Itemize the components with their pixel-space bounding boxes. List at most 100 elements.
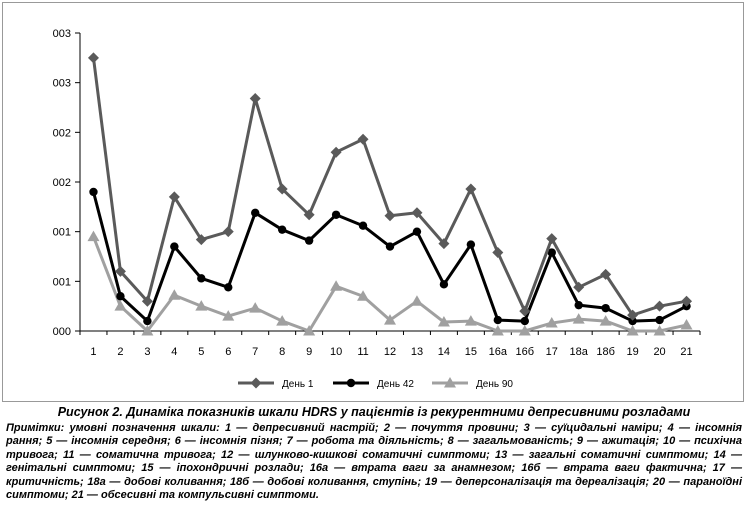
caption-notes: Примітки: умовні позначення шкали: 1 — д…: [6, 422, 742, 502]
data-point-2: [331, 210, 341, 219]
data-point-2: [358, 221, 368, 230]
data-point-2: [197, 274, 206, 283]
data-point-2: [601, 303, 610, 313]
x-tick-label: 4: [171, 346, 177, 358]
data-point-3: [87, 230, 100, 242]
data-point-3: [114, 300, 127, 311]
data-point-3: [626, 325, 639, 336]
data-point-3: [195, 300, 208, 311]
data-point-2: [520, 316, 529, 326]
data-point-1: [573, 281, 585, 293]
chart-frame: [2, 2, 744, 402]
data-point-3: [653, 325, 666, 336]
data-point-2: [628, 316, 637, 326]
data-point-3: [222, 310, 235, 321]
legend-label: День 42: [377, 379, 414, 390]
x-tick-label: 15: [465, 346, 477, 358]
data-point-3: [491, 325, 504, 336]
data-point-1: [519, 305, 531, 317]
data-point-3: [464, 315, 477, 326]
data-point-1: [249, 93, 261, 105]
data-point-1: [330, 146, 342, 158]
y-tick-label: 002: [53, 127, 71, 139]
data-point-2: [143, 316, 152, 326]
data-point-1: [384, 210, 396, 222]
y-tick-label: 003: [53, 28, 71, 40]
data-point-1: [546, 233, 558, 245]
x-tick-label: 1: [90, 346, 96, 358]
x-tick-label: 5: [198, 346, 204, 358]
data-point-2: [304, 236, 314, 245]
caption-title: Рисунок 2. Динаміка показників шкали HDR…: [57, 405, 691, 419]
data-point-3: [599, 315, 612, 326]
data-point-1: [357, 133, 369, 145]
x-tick-label: 17: [546, 346, 558, 358]
data-point-2: [655, 315, 664, 325]
x-tick-label: 14: [438, 346, 450, 358]
data-point-1: [303, 209, 315, 221]
data-point-2: [385, 242, 395, 251]
x-tick-label: 12: [384, 346, 396, 358]
x-tick-label: 19: [626, 346, 638, 358]
series-line-1: [91, 57, 687, 317]
data-point-2: [574, 300, 583, 310]
y-tick-label: 001: [53, 276, 71, 288]
data-point-2: [439, 280, 449, 289]
data-point-3: [680, 319, 693, 330]
data-point-3: [330, 280, 343, 291]
data-point-1: [168, 191, 180, 203]
x-tick-label: 20: [653, 346, 665, 358]
data-point-1: [654, 300, 666, 312]
x-tick-label: 3: [144, 346, 150, 358]
data-point-2: [224, 283, 233, 292]
data-point-1: [411, 207, 423, 219]
data-point-3: [384, 314, 396, 325]
data-point-1: [600, 268, 612, 280]
x-tick-label: 10: [330, 346, 342, 358]
y-tick-label: 001: [53, 227, 71, 239]
x-tick-label: 7: [252, 346, 258, 358]
data-point-3: [168, 289, 181, 300]
data-point-1: [222, 226, 234, 238]
data-point-3: [545, 317, 558, 328]
data-point-2: [412, 227, 422, 236]
y-tick-label: 002: [53, 177, 71, 189]
x-tick-label: 18б: [596, 346, 615, 358]
data-point-2: [466, 240, 476, 249]
legend-marker: [346, 378, 356, 388]
x-tick-label: 9: [306, 346, 312, 358]
y-tick-label: 003: [53, 78, 71, 90]
data-point-1: [87, 52, 99, 64]
figure-caption: Рисунок 2. Динаміка показників шкали HDR…: [6, 405, 742, 502]
x-tick-label: 16а: [489, 346, 508, 358]
data-point-1: [627, 309, 639, 321]
data-point-2: [547, 248, 556, 257]
data-point-3: [357, 290, 370, 301]
legend-label: День 1: [282, 379, 314, 390]
data-point-2: [89, 187, 98, 197]
data-point-3: [410, 295, 423, 306]
data-point-1: [492, 247, 504, 259]
data-point-3: [572, 313, 585, 324]
data-point-1: [681, 295, 693, 307]
legend-marker: [444, 377, 456, 388]
x-tick-label: 13: [411, 346, 423, 358]
data-point-3: [249, 302, 262, 313]
data-point-1: [276, 183, 288, 195]
data-point-2: [493, 315, 503, 325]
data-point-3: [303, 325, 316, 336]
data-point-2: [170, 242, 179, 251]
legend-marker: [250, 377, 262, 389]
x-tick-label: 2: [117, 346, 123, 358]
data-point-3: [437, 316, 450, 327]
data-point-3: [518, 325, 531, 336]
x-tick-label: 16б: [516, 346, 535, 358]
x-tick-label: 18а: [570, 346, 589, 358]
data-point-1: [438, 238, 450, 250]
data-point-3: [276, 315, 289, 326]
data-point-2: [277, 225, 287, 234]
data-point-3: [141, 325, 154, 336]
data-point-1: [114, 265, 126, 277]
data-point-1: [465, 183, 477, 195]
